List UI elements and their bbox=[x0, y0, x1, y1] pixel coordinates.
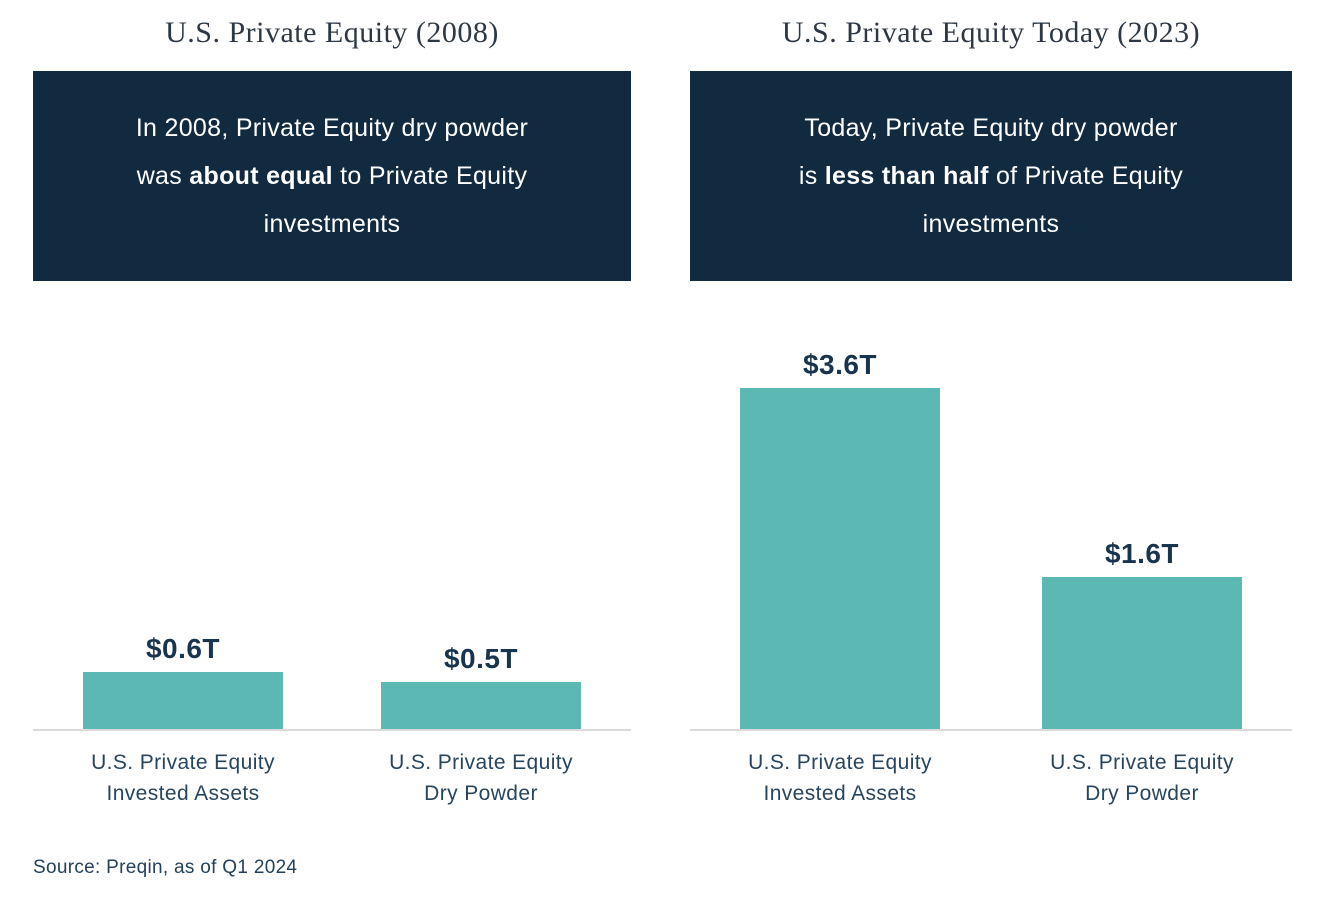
callout-line: In 2008, Private Equity dry powder bbox=[136, 104, 528, 152]
callout-line: is less than half of Private Equity bbox=[799, 152, 1183, 200]
bar-chart-2023: $3.6T $1.6T U.S. Private Equity Invested A… bbox=[690, 281, 1292, 809]
callout-line: Today, Private Equity dry powder bbox=[799, 104, 1183, 152]
callout-box-2008: In 2008, Private Equity dry powder was ab… bbox=[33, 71, 631, 281]
callout-line: investments bbox=[799, 200, 1183, 248]
bar-value-label: $0.5T bbox=[443, 643, 519, 674]
panels-container: U.S. Private Equity (2008) In 2008, Priv… bbox=[33, 0, 1292, 809]
bar bbox=[740, 388, 940, 729]
callout-emphasis: about equal bbox=[189, 162, 333, 190]
panel-title-2023: U.S. Private Equity Today (2023) bbox=[781, 16, 1201, 49]
callout-box-2023: Today, Private Equity dry powder is less … bbox=[690, 71, 1292, 281]
bar-group: $0.6T bbox=[83, 633, 283, 729]
callout-text-2008: In 2008, Private Equity dry powder was ab… bbox=[136, 104, 528, 248]
bars-row: $3.6T $1.6T bbox=[690, 281, 1292, 731]
bar-value-label: $1.6T bbox=[1104, 538, 1180, 569]
bar-group: $3.6T bbox=[740, 349, 940, 729]
callout-segment: investments bbox=[263, 210, 401, 238]
bar-group: $1.6T bbox=[1042, 538, 1242, 729]
bar-category-label: U.S. Private Equity Invested Assets bbox=[748, 751, 932, 805]
callout-emphasis: less than half bbox=[824, 162, 989, 190]
category-row: U.S. Private Equity Invested Assets U.S. P… bbox=[33, 747, 631, 809]
callout-segment: Today, Private Equity dry powder bbox=[804, 114, 1178, 142]
callout-text-2023: Today, Private Equity dry powder is less … bbox=[799, 104, 1183, 248]
category-row: U.S. Private Equity Invested Assets U.S. P… bbox=[690, 747, 1292, 809]
source-note: Source: Preqin, as of Q1 2024 bbox=[33, 857, 298, 878]
bar bbox=[1042, 577, 1242, 729]
callout-line: investments bbox=[136, 200, 528, 248]
bar-category-label: U.S. Private Equity Dry Powder bbox=[389, 751, 573, 805]
callout-segment: investments bbox=[922, 210, 1060, 238]
bar-value-label: $3.6T bbox=[802, 349, 878, 380]
panel-2023: U.S. Private Equity Today (2023) Today, … bbox=[690, 0, 1292, 809]
bar bbox=[381, 682, 581, 729]
callout-segment: In 2008, Private Equity dry powder bbox=[135, 114, 529, 142]
panel-title-2008: U.S. Private Equity (2008) bbox=[165, 16, 499, 49]
callout-segment: of Private Equity bbox=[988, 162, 1184, 190]
callout-segment: is bbox=[798, 162, 825, 190]
bar-chart-2008: $0.6T $0.5T U.S. Private Equity Invested A… bbox=[33, 281, 631, 809]
panel-2008: U.S. Private Equity (2008) In 2008, Priv… bbox=[33, 0, 631, 809]
bar bbox=[83, 672, 283, 729]
callout-segment: to Private Equity bbox=[332, 162, 528, 190]
bar-category-label: U.S. Private Equity Invested Assets bbox=[91, 751, 275, 805]
bars-row: $0.6T $0.5T bbox=[33, 281, 631, 731]
callout-segment: was bbox=[136, 162, 190, 190]
bar-group: $0.5T bbox=[381, 643, 581, 729]
bar-value-label: $0.6T bbox=[145, 633, 221, 664]
bar-category-label: U.S. Private Equity Dry Powder bbox=[1050, 751, 1234, 805]
callout-line: was about equal to Private Equity bbox=[136, 152, 528, 200]
